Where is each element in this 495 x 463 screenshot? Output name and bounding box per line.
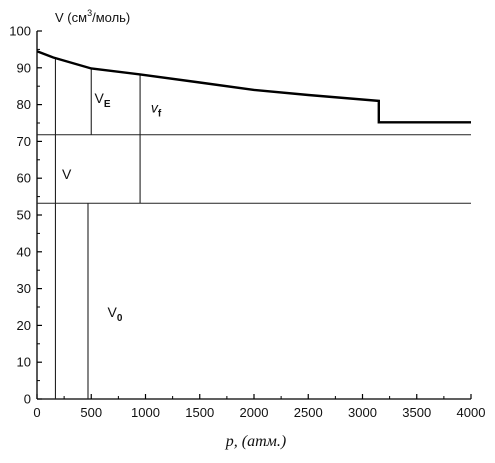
ann-v0-main: V bbox=[108, 304, 118, 320]
y-axis-label: V (см3/моль) bbox=[55, 8, 130, 25]
y-tick-label: 0 bbox=[24, 392, 31, 407]
ann-vf-main: v bbox=[151, 100, 159, 116]
ann-vf: vf bbox=[151, 100, 162, 120]
y-tick-label: 20 bbox=[17, 318, 31, 333]
x-tick-label: 2500 bbox=[294, 405, 323, 420]
y-axis-label-prefix: V (см bbox=[55, 10, 87, 25]
y-tick-label: 90 bbox=[17, 60, 31, 75]
volume-curve bbox=[36, 50, 471, 124]
x-tick-label: 3500 bbox=[402, 405, 431, 420]
x-tick-label: 500 bbox=[80, 405, 102, 420]
x-tick-label: 4000 bbox=[457, 405, 486, 420]
x-tick-label: 2000 bbox=[240, 405, 269, 420]
y-tick-label: 40 bbox=[17, 244, 31, 259]
x-axis-label: p, (атм.) bbox=[225, 433, 286, 450]
y-tick-label: 80 bbox=[17, 97, 31, 112]
x-tick-label: 1500 bbox=[185, 405, 214, 420]
y-axis-label-suffix: /моль) bbox=[92, 10, 130, 25]
x-tick-label: 3000 bbox=[348, 405, 377, 420]
ann-v0: V0 bbox=[108, 304, 123, 324]
y-tick-label: 70 bbox=[17, 134, 31, 149]
x-tick-label: 1000 bbox=[131, 405, 160, 420]
ann-ve: VE bbox=[95, 90, 111, 110]
ann-v-main: V bbox=[62, 166, 72, 182]
x-tick-label: 0 bbox=[33, 405, 40, 420]
y-axis-label-sup: 3 bbox=[87, 8, 92, 18]
ann-v: V bbox=[62, 166, 72, 182]
reference-lines bbox=[37, 58, 471, 399]
y-tick-label: 30 bbox=[17, 281, 31, 296]
ann-vf-sub: f bbox=[158, 109, 162, 120]
ann-v0-sub: 0 bbox=[117, 313, 123, 324]
y-tick-label: 60 bbox=[17, 171, 31, 186]
ann-ve-sub: E bbox=[104, 99, 111, 110]
series-layer bbox=[36, 50, 471, 124]
y-tick-label: 10 bbox=[17, 355, 31, 370]
y-tick-label: 50 bbox=[17, 208, 31, 223]
y-tick-label: 100 bbox=[9, 24, 31, 39]
ann-ve-main: V bbox=[95, 90, 105, 106]
